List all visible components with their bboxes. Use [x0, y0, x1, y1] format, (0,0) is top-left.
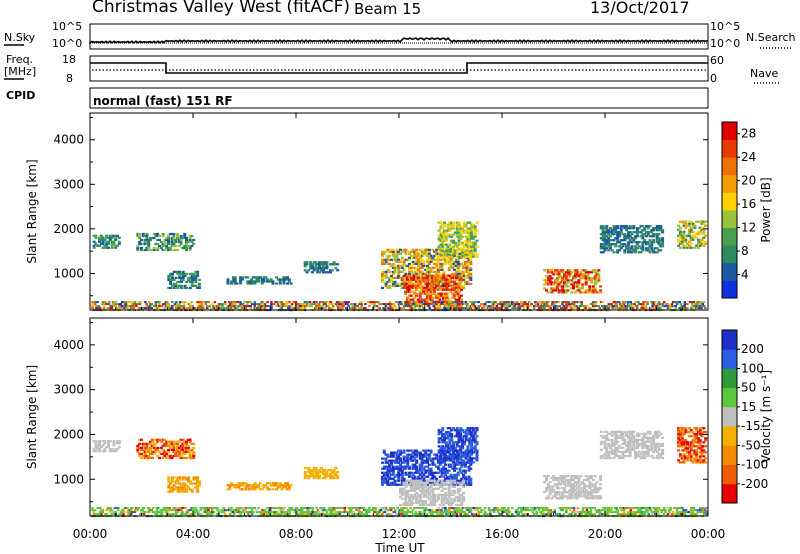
velocity-colorbar-label-1: 100	[741, 361, 764, 375]
velocity-colorbar-swatch-1	[722, 464, 737, 485]
power-colorbar-label-3: 16	[741, 197, 756, 211]
station-title: Christmas Valley West (fitACF)	[92, 0, 351, 17]
velocity-colorbar-label-0: 200	[741, 342, 764, 356]
xtick-label-1: 04:00	[176, 527, 211, 541]
velocity-colorbar-swatch-6	[722, 368, 737, 389]
xtick-label-5: 20:00	[588, 527, 623, 541]
velocity-colorbar-title: Velocity [m s⁻¹]	[759, 370, 773, 463]
cpid-label: CPID	[6, 89, 36, 102]
power-ylabel: Slant Range [km]	[25, 159, 39, 263]
power-colorbar-swatch-2	[722, 245, 737, 264]
power-colorbar-label-6: 28	[741, 127, 756, 141]
velocity-colorbar-label-7: -200	[741, 477, 768, 491]
power-colorbar-swatch-9	[722, 122, 737, 140]
xtick-label-6: 00:00	[691, 527, 726, 541]
freq-tick-top: 18	[62, 53, 76, 66]
nave-tick-top: 60	[710, 54, 724, 67]
velocity-ytick-label-2: 3000	[53, 383, 84, 397]
velocity-ylabel: Slant Range [km]	[25, 365, 39, 469]
power-colorbar-swatch-6	[722, 174, 737, 193]
power-colorbar-swatch-8	[722, 139, 737, 158]
xtick-label-4: 16:00	[485, 527, 520, 541]
power-heatmap	[91, 220, 708, 312]
beam-title: Beam 15	[354, 0, 422, 18]
freq-tick-bottom: 8	[66, 72, 73, 85]
power-ytick-label-1: 2000	[53, 222, 84, 236]
freq-label: Freq.	[6, 53, 34, 66]
nsky-panel-frame	[89, 23, 709, 50]
cpid-value: normal (fast) 151 RF	[93, 94, 233, 108]
power-colorbar-label-4: 20	[741, 174, 756, 188]
velocity-colorbar-label-5: -50	[741, 438, 761, 452]
velocity-colorbar-swatch-8	[722, 330, 737, 350]
power-colorbar-frame	[721, 121, 738, 299]
nsearch-tick-bottom: 10^0	[710, 37, 741, 50]
velocity-colorbar-swatch-3	[722, 426, 737, 446]
nave-label: Nave	[750, 67, 779, 80]
power-colorbar-swatch-4	[722, 210, 737, 228]
nsky-tick-top: 10^5	[52, 20, 83, 33]
velocity-colorbar-swatch-0	[722, 483, 737, 504]
velocity-ytick-label-1: 2000	[53, 427, 84, 441]
nave-tick-bottom: 0	[710, 72, 717, 85]
power-ytick-label-0: 1000	[53, 266, 84, 280]
power-colorbar-swatch-5	[722, 192, 737, 211]
velocity-ytick-label-0: 1000	[53, 472, 84, 486]
xtick-label-2: 08:00	[279, 527, 314, 541]
velocity-ytick-label-3: 4000	[53, 338, 84, 352]
velocity-colorbar-swatch-4	[722, 406, 737, 427]
cpid-panel-frame	[89, 87, 709, 109]
freq-unit-label: [MHz]	[4, 65, 37, 78]
power-ytick-label-2: 3000	[53, 177, 84, 191]
power-colorbar-swatch-3	[722, 227, 737, 246]
velocity-colorbar-label-2: 50	[741, 381, 756, 395]
nsky-tick-bottom: 10^0	[52, 37, 83, 50]
power-colorbar-title: Power [dB]	[759, 177, 773, 242]
power-colorbar-swatch-0	[722, 280, 737, 299]
velocity-colorbar-swatch-7	[722, 349, 737, 369]
xtick-label-3: 12:00	[382, 527, 417, 541]
velocity-colorbar-label-3: 15	[741, 400, 756, 414]
power-colorbar-label-5: 24	[741, 150, 756, 164]
velocity-colorbar-label-6: -100	[741, 458, 768, 472]
power-colorbar-label-1: 8	[741, 244, 749, 258]
nsky-trace	[89, 37, 709, 44]
power-colorbar-swatch-1	[722, 262, 737, 281]
velocity-colorbar-swatch-2	[722, 445, 737, 465]
power-ytick-label-3: 4000	[53, 133, 84, 147]
nsearch-label: N.Search	[746, 31, 796, 44]
power-colorbar-label-0: 4	[741, 268, 749, 282]
nsky-label: N.Sky	[4, 31, 36, 44]
power-colorbar-swatch-7	[722, 157, 737, 176]
freq-trace	[90, 62, 708, 74]
nsearch-tick-top: 10^5	[710, 20, 741, 33]
velocity-colorbar-swatch-5	[722, 387, 737, 408]
freq-panel-frame	[89, 55, 709, 82]
velocity-colorbar-label-4: -15	[741, 419, 761, 433]
velocity-colorbar-frame	[721, 329, 738, 504]
xtick-label-0: 00:00	[73, 527, 108, 541]
date-title: 13/Oct/2017	[590, 0, 690, 17]
xaxis-label: Time UT	[374, 541, 425, 554]
power-colorbar-label-2: 12	[741, 221, 756, 235]
velocity-heatmap	[91, 427, 708, 518]
